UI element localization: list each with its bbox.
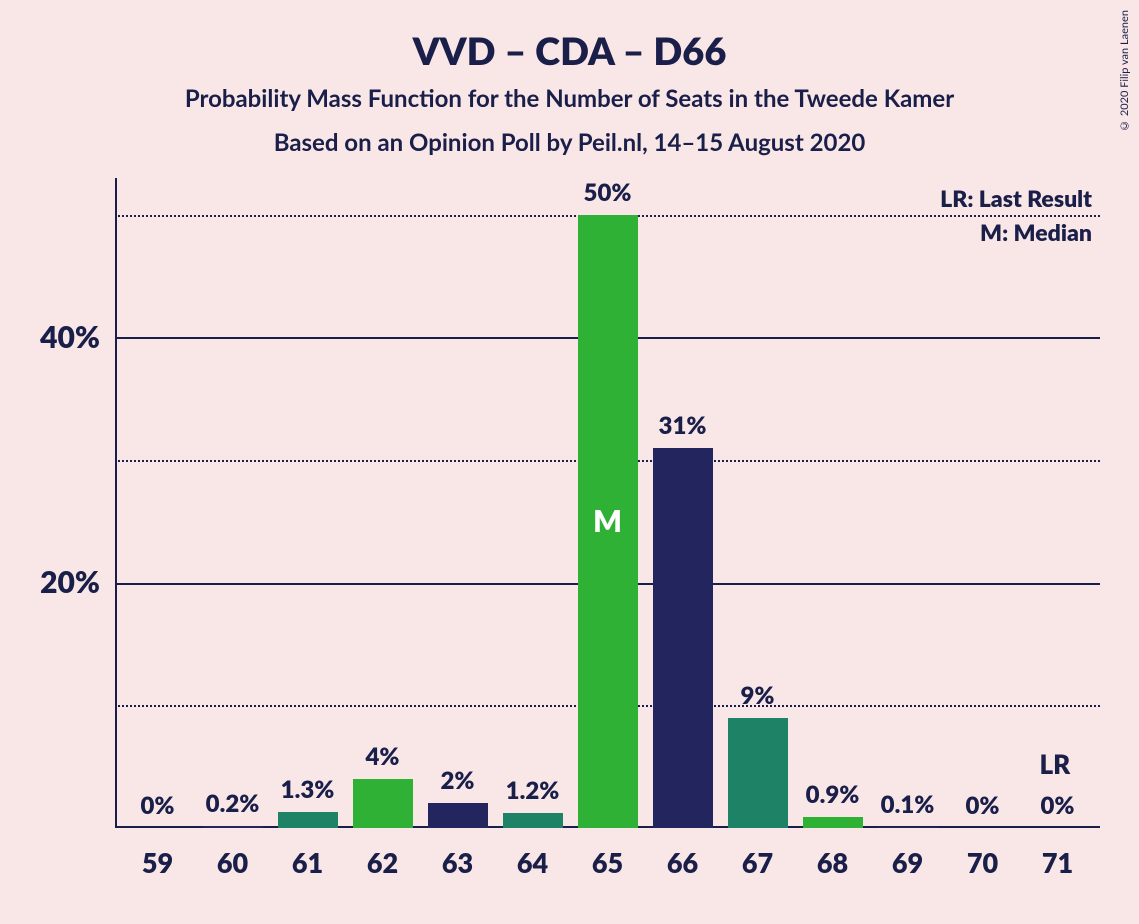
bar [278, 812, 338, 828]
bar-value-label: 1.2% [506, 776, 560, 805]
chart-title: VVD – CDA – D66 [0, 28, 1139, 74]
bar-value-label: 0% [1041, 791, 1075, 820]
chart-subtitle-1: Probability Mass Function for the Number… [0, 84, 1139, 113]
x-axis-label: 70 [967, 846, 998, 879]
bar-value-label: 1.3% [281, 775, 335, 804]
legend-m: M: Median [980, 218, 1092, 246]
bar-value-label: 0.9% [806, 780, 860, 809]
bar [503, 813, 563, 828]
bar-value-label: 9% [741, 681, 775, 710]
x-axis-label: 64 [517, 846, 548, 879]
y-axis-label: 40% [40, 319, 100, 355]
y-axis-line [115, 178, 117, 828]
x-axis-label: 59 [142, 846, 173, 879]
x-axis-label: 65 [592, 846, 623, 879]
lr-mark: LR [1040, 748, 1071, 780]
x-axis-label: 69 [892, 846, 923, 879]
copyright-text: © 2020 Filip van Laenen [1118, 10, 1131, 132]
x-axis-label: 67 [742, 846, 773, 879]
x-axis-label: 60 [217, 846, 248, 879]
bar [878, 827, 938, 828]
bar-value-label: 4% [366, 742, 400, 771]
bar [653, 448, 713, 828]
bar [803, 817, 863, 828]
bar-value-label: 31% [659, 411, 707, 440]
x-axis-label: 63 [442, 846, 473, 879]
plot-area: 0% 0.2% 1.3% 4% 2% 1.2% 50% M 31% 9% 0.9% 0.1% 0% 0% L… [115, 178, 1100, 828]
bar [353, 779, 413, 828]
x-axis-label: 61 [292, 846, 323, 879]
legend-lr: LR: Last Result [940, 184, 1092, 212]
x-axis-label: 68 [817, 846, 848, 879]
bar-value-label: 0.1% [881, 790, 935, 819]
y-axis-label: 20% [40, 564, 100, 600]
x-axis-label: 66 [667, 846, 698, 879]
x-axis-label: 62 [367, 846, 398, 879]
bar-value-label: 0.2% [206, 789, 260, 818]
bar [203, 826, 263, 828]
bar-value-label: 0% [966, 791, 1000, 820]
x-axis-label: 71 [1042, 846, 1073, 879]
bar-value-label: 50% [584, 178, 632, 207]
bar [728, 718, 788, 828]
bar [428, 803, 488, 828]
median-mark: M [593, 503, 622, 539]
bar-value-label: 2% [441, 766, 475, 795]
bar-value-label: 0% [141, 791, 175, 820]
chart-subtitle-2: Based on an Opinion Poll by Peil.nl, 14–… [0, 128, 1139, 157]
